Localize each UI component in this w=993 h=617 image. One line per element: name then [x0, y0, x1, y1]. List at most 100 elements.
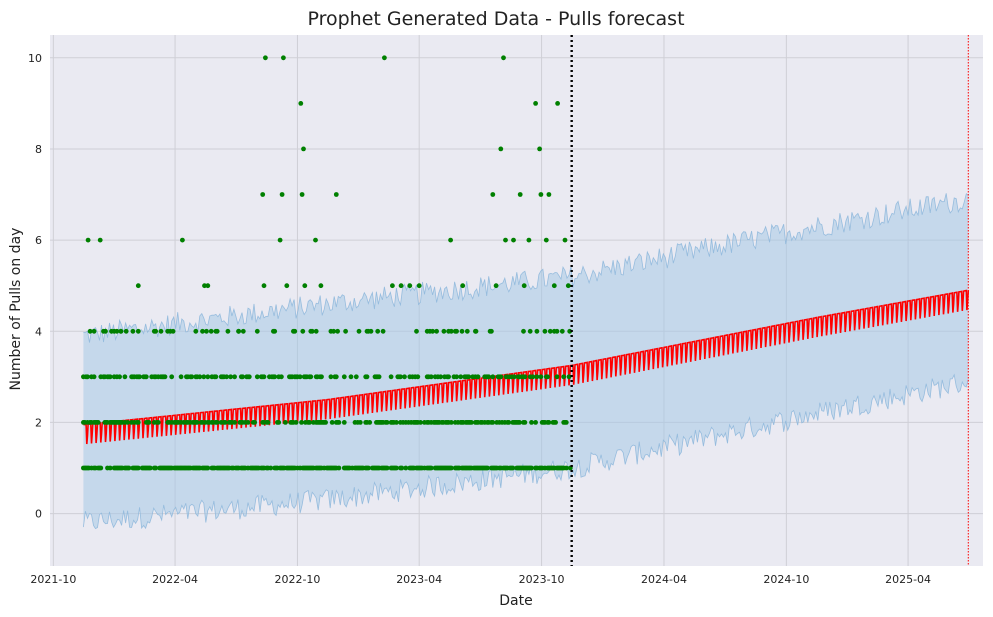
- observed-point: [517, 192, 523, 197]
- observed-point: [486, 374, 492, 380]
- observed-point: [204, 328, 209, 334]
- trend-series: [83, 289, 970, 445]
- observed-point: [308, 374, 314, 380]
- observed-point: [542, 328, 548, 334]
- observed-point: [543, 237, 549, 243]
- observed-point: [428, 465, 434, 471]
- x-tick-label: 2024-04: [641, 573, 687, 586]
- chart-title: Prophet Generated Data - Pulls forecast: [307, 8, 684, 30]
- observed-point: [309, 328, 315, 334]
- observed-point: [319, 374, 324, 380]
- observed-point: [114, 328, 120, 334]
- observed-point: [135, 283, 141, 289]
- y-tick-label: 2: [35, 416, 42, 429]
- observed-point: [341, 374, 347, 380]
- observed-point: [403, 465, 409, 471]
- observed-point: [458, 374, 464, 380]
- observed-point: [232, 374, 238, 380]
- observed-point: [503, 237, 508, 243]
- observed-point: [490, 192, 496, 197]
- observed-point: [189, 374, 195, 380]
- observed-point: [197, 374, 203, 380]
- observed-point: [529, 465, 534, 471]
- observed-point: [485, 465, 490, 471]
- observed-point: [300, 328, 306, 334]
- x-tick-label: 2022-10: [274, 573, 320, 586]
- observed-point: [313, 328, 319, 334]
- observed-point: [336, 465, 342, 471]
- observed-point: [261, 374, 267, 380]
- observed-point: [562, 237, 568, 243]
- observed-point: [208, 328, 214, 334]
- trend-line: [83, 289, 970, 445]
- x-tick-label: 2025-04: [885, 573, 931, 586]
- observed-point: [263, 55, 268, 61]
- observed-point: [107, 374, 113, 380]
- observed-point: [533, 101, 538, 106]
- observed-point: [313, 237, 318, 243]
- observed-point: [448, 328, 454, 334]
- y-tick-label: 6: [35, 234, 42, 247]
- observed-point: [214, 328, 220, 334]
- observed-point: [375, 328, 381, 334]
- y-tick-label: 10: [28, 52, 42, 65]
- observed-point: [194, 420, 200, 425]
- observed-point: [281, 55, 286, 61]
- observed-point: [252, 420, 258, 425]
- reference-lines: [570, 35, 969, 566]
- observed-point: [298, 101, 304, 106]
- observed-point: [534, 328, 540, 334]
- observed-point: [498, 146, 504, 152]
- observed-point: [336, 420, 342, 425]
- observed-point: [454, 328, 459, 334]
- observed-point: [107, 465, 113, 471]
- y-tick-label: 0: [35, 508, 42, 521]
- observed-point: [563, 420, 569, 425]
- observed-point: [103, 328, 108, 334]
- observed-point: [521, 283, 527, 289]
- observed-point: [276, 420, 282, 425]
- uncertainty-upper-edge: [83, 192, 969, 343]
- observed-point: [460, 283, 466, 289]
- observed-point: [448, 465, 454, 471]
- observed-point: [545, 374, 550, 380]
- observed-point: [416, 283, 422, 289]
- observed-point: [428, 374, 434, 380]
- observed-point: [469, 420, 474, 425]
- x-tick-label: 2021-10: [30, 573, 76, 586]
- x-tick-label: 2023-10: [519, 573, 565, 586]
- observed-point: [232, 420, 238, 425]
- observed-point: [254, 374, 260, 380]
- observed-point: [85, 374, 90, 380]
- observed-point: [529, 420, 534, 425]
- observed-point: [390, 283, 395, 289]
- observed-point: [153, 328, 159, 334]
- observed-point: [297, 374, 303, 380]
- observed-point: [228, 374, 234, 380]
- observed-point: [534, 374, 540, 380]
- observed-point: [87, 328, 93, 334]
- observed-point: [331, 328, 336, 334]
- observed-point: [446, 374, 451, 380]
- observed-point: [279, 192, 285, 197]
- observed-point: [272, 374, 278, 380]
- y-tick-label: 8: [35, 143, 42, 156]
- observed-point: [348, 374, 354, 380]
- observed-point: [205, 374, 211, 380]
- observed-point: [448, 237, 453, 243]
- observed-point: [240, 374, 246, 380]
- observed-point: [135, 328, 141, 334]
- observed-point: [367, 420, 373, 425]
- observed-point: [414, 328, 419, 334]
- observed-point: [399, 465, 405, 471]
- observed-point: [538, 374, 544, 380]
- observed-point: [292, 328, 298, 334]
- observed-point: [240, 328, 246, 334]
- observed-point: [415, 374, 421, 380]
- observed-point: [511, 374, 517, 380]
- observed-point: [158, 328, 164, 334]
- observed-point: [246, 374, 252, 380]
- observed-point: [95, 420, 101, 425]
